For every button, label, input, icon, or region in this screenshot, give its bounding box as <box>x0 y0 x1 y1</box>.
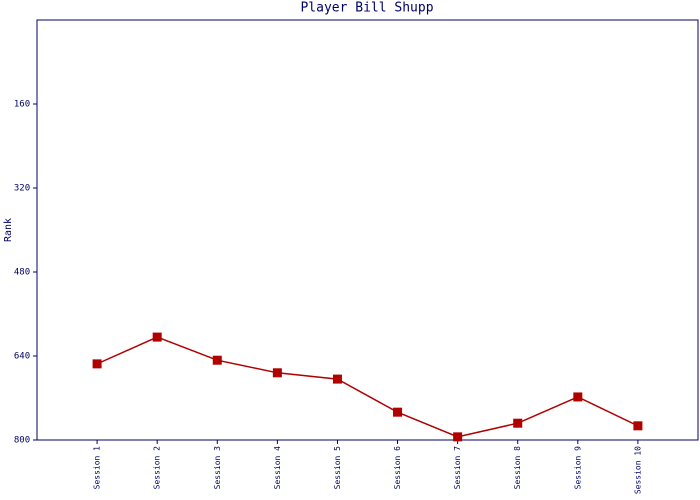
y-tick-label: 640 <box>14 352 30 362</box>
x-tick-label: Session 8 <box>513 446 522 490</box>
x-tick-label: Session 1 <box>93 446 102 490</box>
marker <box>513 418 523 428</box>
marker <box>633 421 643 431</box>
x-tick-label: Session 7 <box>453 446 462 490</box>
marker <box>212 355 222 365</box>
marker <box>152 332 162 342</box>
marker <box>92 359 102 369</box>
y-tick-label: 480 <box>14 268 30 278</box>
x-tick-label: Session 10 <box>633 446 642 494</box>
plot-frame <box>36 19 699 441</box>
x-tick-label: Session 3 <box>213 446 222 490</box>
y-tick-label: 800 <box>14 436 30 446</box>
marker <box>453 432 463 442</box>
x-tick-label: Session 9 <box>573 446 582 490</box>
x-tick-label: Session 2 <box>153 446 162 490</box>
x-tick-label: Session 5 <box>333 446 342 490</box>
marker <box>393 407 403 417</box>
y-axis-label: Rank <box>3 218 14 242</box>
y-tick-label: 320 <box>14 184 30 194</box>
line <box>96 336 639 438</box>
marker <box>332 374 342 384</box>
chart-title: Player Bill Shupp <box>300 1 433 16</box>
x-tick-label: Session 4 <box>273 446 282 490</box>
x-tick-label: Session 6 <box>393 446 402 490</box>
y-tick-label: 160 <box>14 100 30 110</box>
marker <box>573 392 583 402</box>
marker <box>272 368 282 378</box>
